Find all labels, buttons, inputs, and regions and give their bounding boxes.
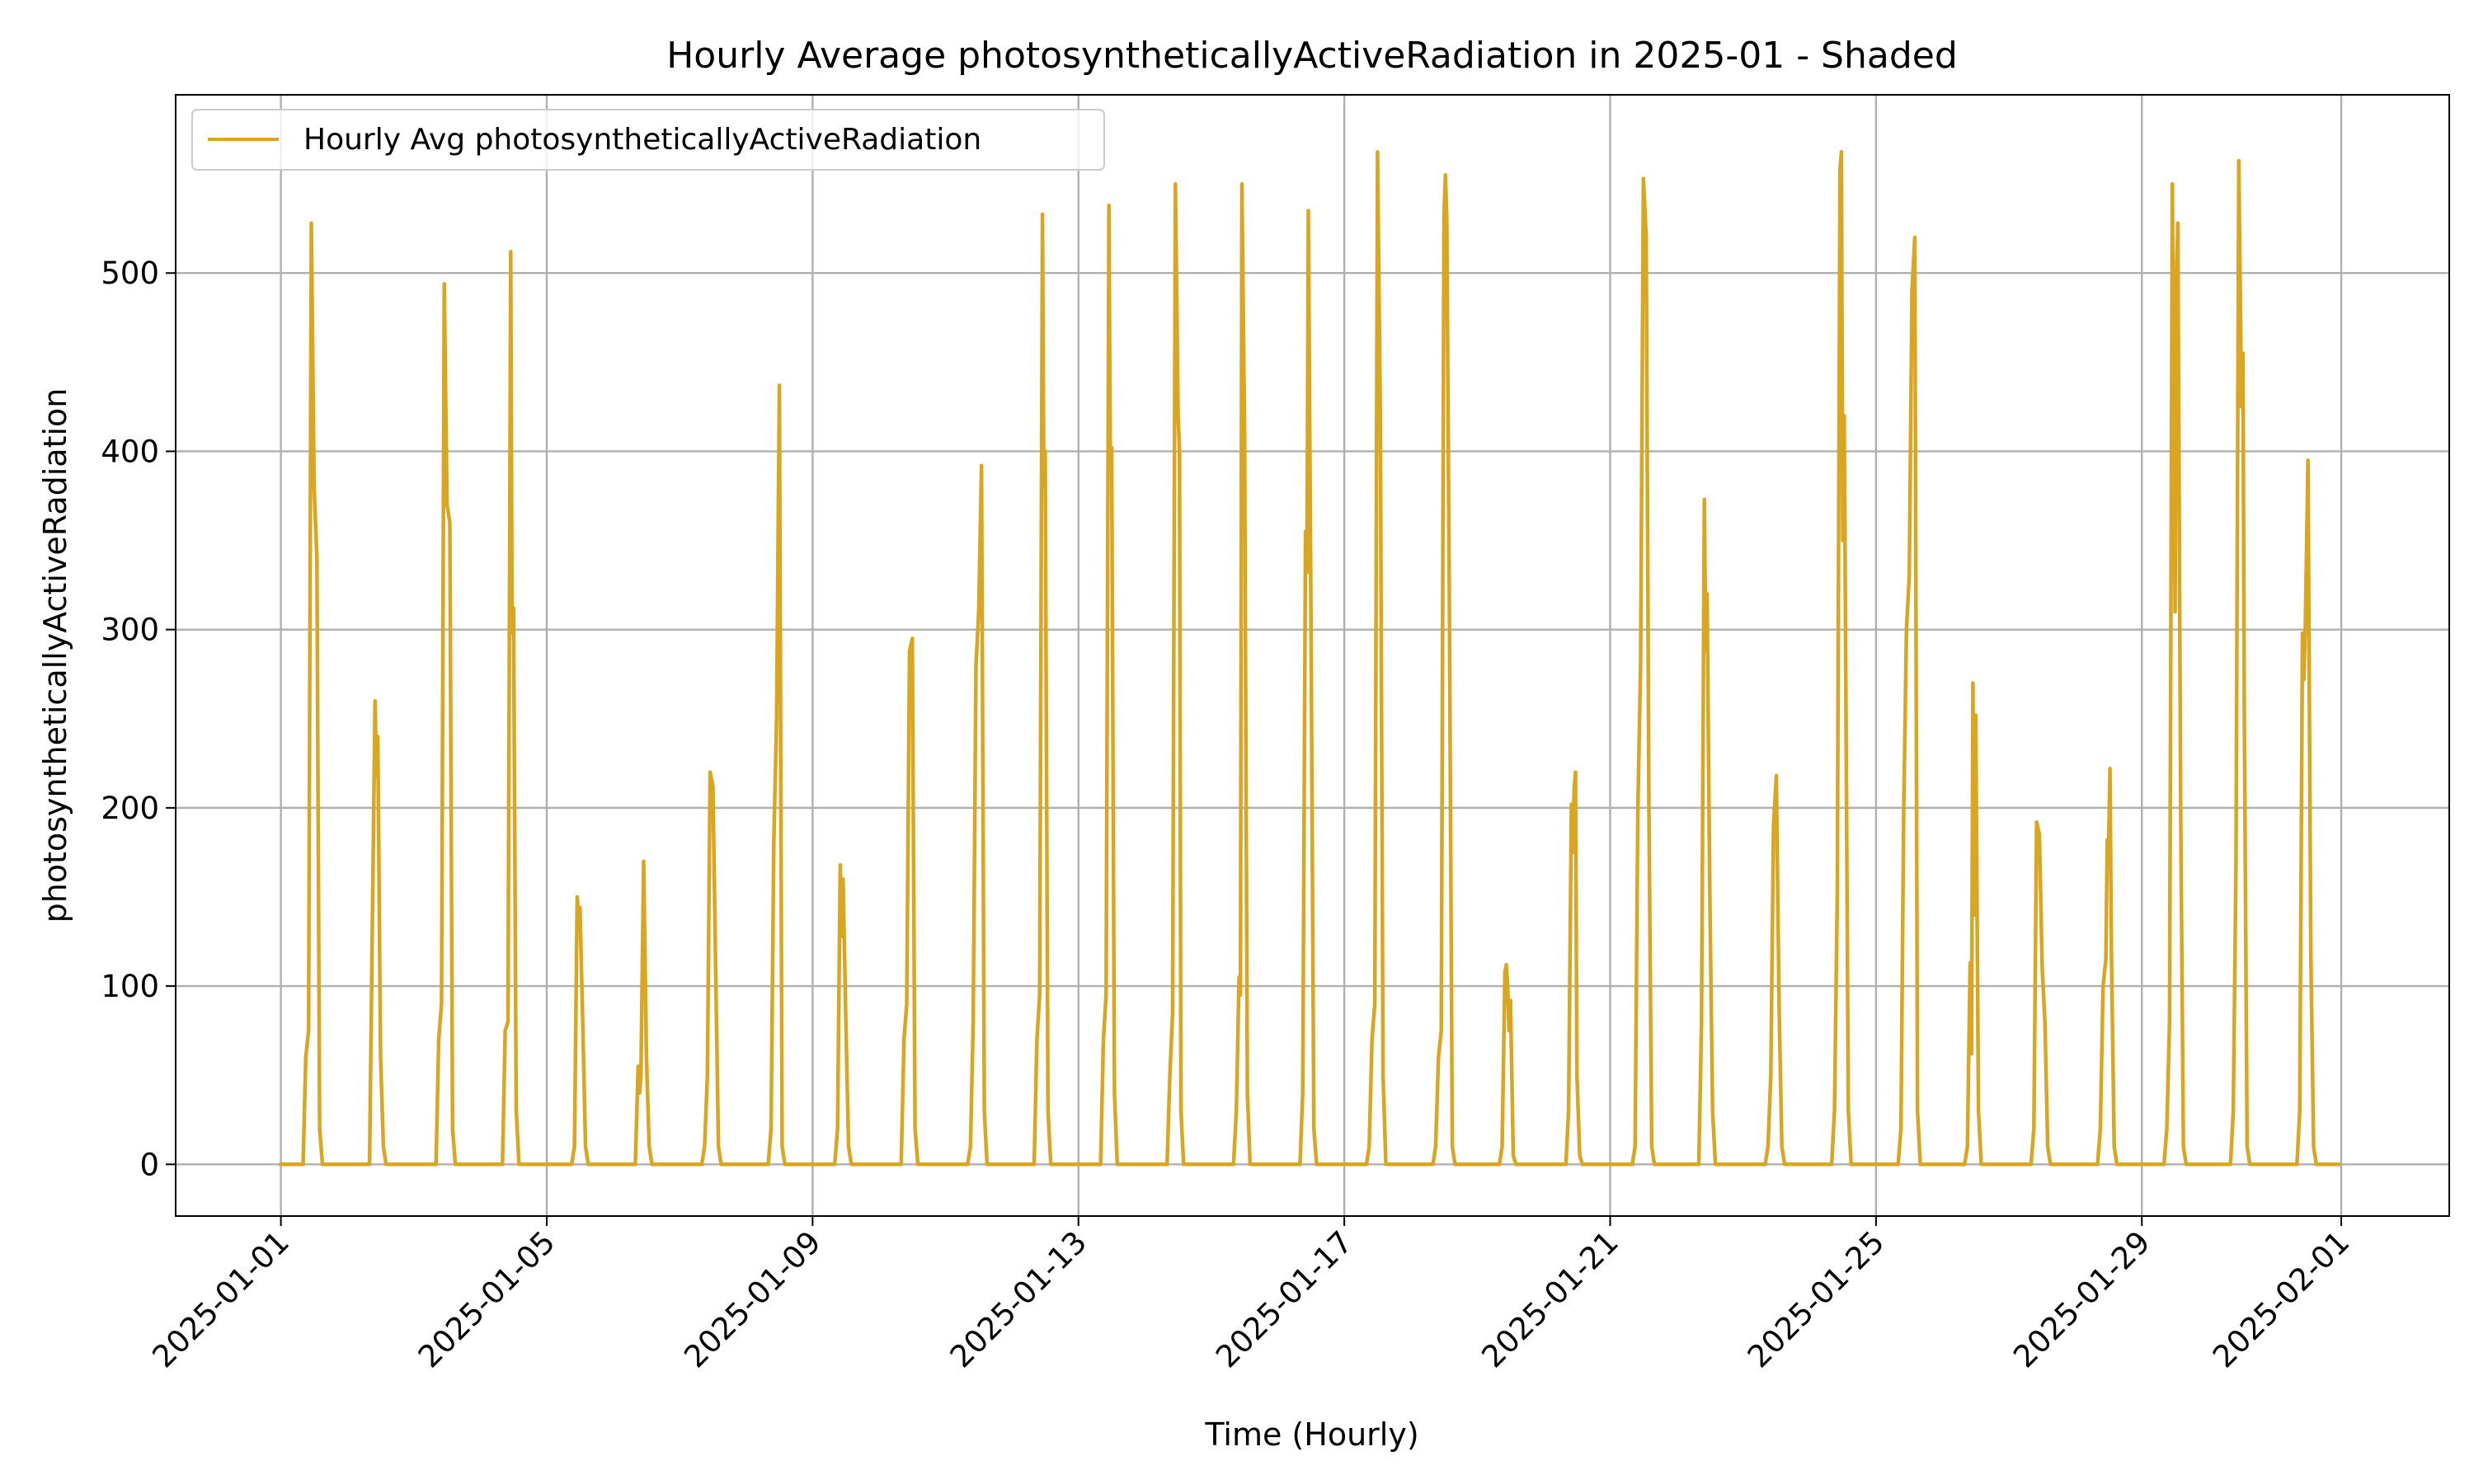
- y-tick-label: 100: [101, 969, 159, 1004]
- y-tick-label: 300: [101, 613, 159, 648]
- y-tick-label: 200: [101, 791, 159, 826]
- plot-frame: [175, 94, 2450, 1217]
- y-tick-label: 0: [139, 1147, 159, 1182]
- x-axis-label: Time (Hourly): [1204, 1416, 1418, 1453]
- series-layer: [279, 149, 2340, 1167]
- chart-title: Hourly Average photosyntheticallyActiveR…: [666, 35, 1958, 77]
- legend: Hourly Avg photosyntheticallyActiveRadia…: [191, 109, 1105, 171]
- y-tick-label: 500: [101, 256, 159, 291]
- legend-label: Hourly Avg photosyntheticallyActiveRadia…: [303, 123, 981, 157]
- series-line: [279, 149, 2340, 1167]
- legend-box: [191, 109, 1105, 171]
- y-axis-label: photosyntheticallyActiveRadiation: [37, 388, 73, 923]
- y-tick-label: 400: [101, 434, 159, 469]
